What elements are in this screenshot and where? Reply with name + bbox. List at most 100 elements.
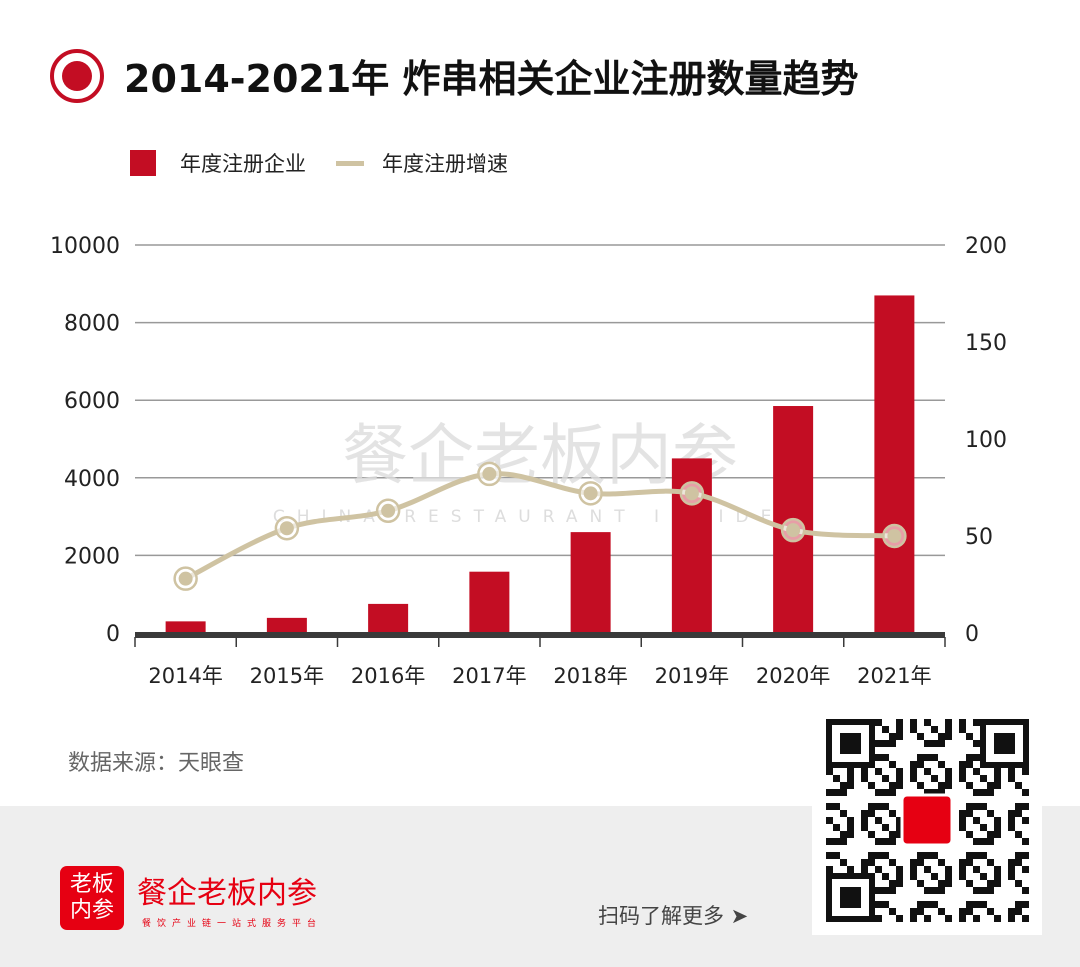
qr-finder-center: [840, 733, 861, 754]
qr-module: [966, 901, 973, 908]
qr-module: [1022, 768, 1029, 775]
qr-module: [826, 817, 833, 824]
qr-module: [945, 775, 952, 782]
qr-module: [840, 838, 847, 845]
qr-module: [973, 838, 980, 845]
qr-module: [861, 817, 868, 824]
qr-module: [1008, 824, 1015, 831]
qr-module: [987, 887, 994, 894]
qr-module: [910, 908, 917, 915]
qr-module: [896, 782, 903, 789]
x-tick-label: 2016年: [351, 664, 425, 688]
qr-module: [889, 740, 896, 747]
x-tick-label: 2021年: [857, 664, 931, 688]
qr-module: [1008, 810, 1015, 817]
qr-module: [945, 880, 952, 887]
qr-module: [987, 838, 994, 845]
y-left-tick-label: 4000: [64, 467, 120, 492]
qr-module: [889, 859, 896, 866]
qr-module: [980, 887, 987, 894]
qr-module: [931, 726, 938, 733]
qr-module: [847, 831, 854, 838]
x-tick-label: 2020年: [756, 664, 830, 688]
qr-module: [959, 859, 966, 866]
qr-finder: [980, 719, 1029, 768]
qr-module: [1015, 782, 1022, 789]
qr-module: [987, 908, 994, 915]
qr-module: [924, 887, 931, 894]
qr-module: [938, 908, 945, 915]
qr-module: [924, 754, 931, 761]
qr-module: [1015, 859, 1022, 866]
qr-module: [840, 810, 847, 817]
legend-bar-label: 年度注册企业: [180, 152, 306, 176]
qr-module: [875, 915, 882, 922]
qr-module: [973, 789, 980, 796]
qr-module: [973, 901, 980, 908]
qr-module: [910, 761, 917, 768]
qr-module: [896, 824, 903, 831]
qr-module: [987, 789, 994, 796]
y-left-tick-label: 2000: [64, 544, 120, 569]
y-left-tick-label: 10000: [50, 234, 120, 259]
qr-module: [826, 852, 833, 859]
qr-module: [917, 880, 924, 887]
qr-module: [987, 810, 994, 817]
qr-module: [1008, 873, 1015, 880]
qr-module: [1022, 866, 1029, 873]
qr-module: [896, 733, 903, 740]
qr-finder-center: [840, 887, 861, 908]
qr-module: [1022, 838, 1029, 845]
qr-module: [987, 782, 994, 789]
line-point-core: [684, 486, 699, 501]
qr-module: [931, 789, 938, 796]
qr-module: [875, 901, 882, 908]
qr-module: [987, 880, 994, 887]
qr-module: [945, 768, 952, 775]
qr-module: [994, 824, 1001, 831]
qr-module: [896, 866, 903, 873]
qr-module: [875, 803, 882, 810]
qr-module: [980, 789, 987, 796]
qr-module: [868, 859, 875, 866]
x-tick-label: 2019年: [655, 664, 729, 688]
qr-module: [966, 852, 973, 859]
qr-module: [966, 761, 973, 768]
qr-module: [840, 831, 847, 838]
scan-prompt[interactable]: 扫码了解更多 ➤: [598, 904, 749, 928]
qr-module: [931, 740, 938, 747]
qr-module: [980, 852, 987, 859]
qr-module: [924, 852, 931, 859]
data-source: 数据来源：天眼查: [68, 751, 245, 776]
qr-module: [896, 915, 903, 922]
qr-module: [910, 775, 917, 782]
qr-module: [1015, 831, 1022, 838]
bar: [570, 532, 611, 633]
x-tick-label: 2014年: [148, 664, 222, 688]
qr-module: [833, 838, 840, 845]
qr-module: [917, 782, 924, 789]
qr-module: [882, 789, 889, 796]
line-point-core: [178, 571, 193, 586]
qr-module: [896, 726, 903, 733]
qr-module: [959, 908, 966, 915]
qr-module: [938, 887, 945, 894]
qr-module: [882, 873, 889, 880]
qr-module: [889, 880, 896, 887]
qr-module: [840, 859, 847, 866]
qr-module: [1022, 901, 1029, 908]
qr-module: [1022, 915, 1029, 922]
qr-module: [980, 775, 987, 782]
qr-module: [966, 754, 973, 761]
qr-module: [973, 768, 980, 775]
line-point-core: [279, 521, 294, 536]
qr-module: [840, 789, 847, 796]
qr-module: [973, 740, 980, 747]
qr-code[interactable]: [812, 705, 1042, 935]
qr-module: [917, 761, 924, 768]
qr-module: [896, 768, 903, 775]
qr-module: [959, 824, 966, 831]
brand-name: 餐企老板内参: [137, 876, 317, 911]
qr-module: [973, 817, 980, 824]
qr-module: [1022, 789, 1029, 796]
